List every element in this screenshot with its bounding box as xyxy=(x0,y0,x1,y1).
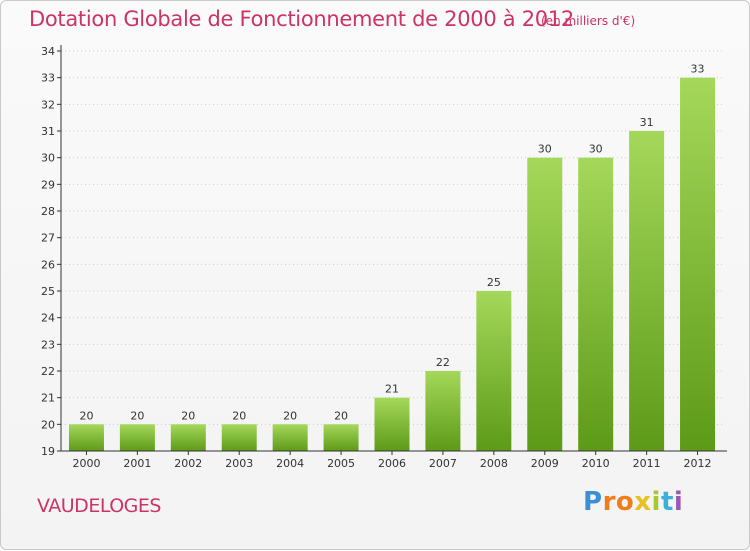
x-tick-label: 2002 xyxy=(174,457,202,470)
y-tick-label: 28 xyxy=(41,205,55,218)
y-tick-label: 33 xyxy=(41,72,55,85)
bar xyxy=(221,424,257,451)
logo-letter: t xyxy=(660,487,674,517)
y-tick-label: 21 xyxy=(41,392,55,405)
y-tick-label: 24 xyxy=(41,312,55,325)
bar xyxy=(476,291,512,451)
data-label: 20 xyxy=(334,409,348,422)
bar xyxy=(578,157,614,451)
bar xyxy=(629,131,665,451)
data-label: 20 xyxy=(232,409,246,422)
y-tick-label: 26 xyxy=(41,258,55,271)
proxiti-logo: Proxiti xyxy=(583,487,683,517)
commune-name: VAUDELOGES xyxy=(37,495,161,517)
bar xyxy=(272,424,308,451)
bars xyxy=(68,77,716,452)
x-tick-label: 2011 xyxy=(633,457,661,470)
logo-letter: i xyxy=(673,487,684,517)
data-label: 30 xyxy=(538,143,552,156)
logo-letter: i xyxy=(651,487,661,517)
y-tick-label: 31 xyxy=(41,125,55,138)
y-tick-label: 25 xyxy=(41,285,55,298)
chart-title: Dotation Globale de Fonctionnement de 20… xyxy=(29,7,574,31)
bar xyxy=(527,157,563,451)
logo-letter: x xyxy=(634,487,652,517)
logo-letter: r xyxy=(602,487,616,517)
unit-label: (en milliers d'€) xyxy=(541,14,636,28)
y-tick-label: 32 xyxy=(41,98,55,111)
x-tick-label: 2007 xyxy=(429,457,457,470)
y-tick-label: 20 xyxy=(41,418,55,431)
x-tick-label: 2012 xyxy=(684,457,712,470)
y-tick-label: 23 xyxy=(41,338,55,351)
labels: 19 20 21 22 23 24 25 26 27 28 29 30 31 32 33 34 20 2000 20… xyxy=(41,45,712,470)
y-tick-label: 19 xyxy=(41,445,55,458)
x-tick-label: 2003 xyxy=(225,457,253,470)
x-tick-label: 2000 xyxy=(72,457,100,470)
logo-letter: o xyxy=(615,487,635,517)
data-label: 25 xyxy=(487,276,501,289)
x-tick-label: 2001 xyxy=(123,457,151,470)
bar xyxy=(119,424,155,451)
x-tick-label: 2005 xyxy=(327,457,355,470)
data-label: 22 xyxy=(436,356,450,369)
y-tick-label: 30 xyxy=(41,152,55,165)
bar xyxy=(68,424,104,451)
x-tick-label: 2009 xyxy=(531,457,559,470)
bar xyxy=(425,371,461,451)
x-tick-label: 2010 xyxy=(582,457,610,470)
logo-letter: P xyxy=(583,487,603,517)
data-label: 20 xyxy=(283,409,297,422)
bar xyxy=(323,424,359,451)
y-tick-label: 27 xyxy=(41,232,55,245)
bar xyxy=(170,424,206,451)
x-tick-label: 2008 xyxy=(480,457,508,470)
bar xyxy=(680,77,716,452)
data-label: 21 xyxy=(385,383,399,396)
data-label: 20 xyxy=(130,409,144,422)
y-tick-label: 29 xyxy=(41,178,55,191)
data-label: 30 xyxy=(589,143,603,156)
bar xyxy=(374,397,410,451)
data-label: 33 xyxy=(691,63,705,76)
x-tick-label: 2004 xyxy=(276,457,304,470)
data-label: 20 xyxy=(181,409,195,422)
y-tick-label: 22 xyxy=(41,365,55,378)
x-tick-label: 2006 xyxy=(378,457,406,470)
data-label: 31 xyxy=(640,116,654,129)
grid-lines xyxy=(61,50,723,425)
data-label: 20 xyxy=(79,409,93,422)
y-tick-label: 34 xyxy=(41,45,55,58)
axes xyxy=(57,45,727,455)
